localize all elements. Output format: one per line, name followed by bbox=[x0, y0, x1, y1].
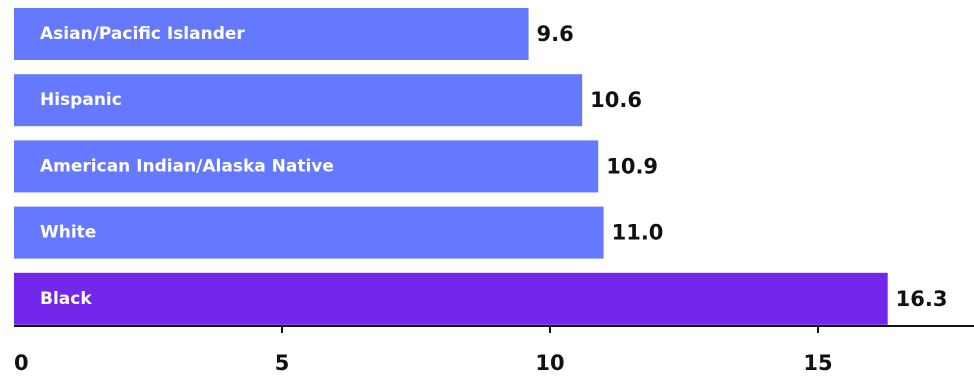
value-label: 9.6 bbox=[537, 22, 574, 46]
bar bbox=[14, 140, 599, 193]
category-label: Hispanic bbox=[40, 90, 122, 110]
category-label: White bbox=[40, 223, 96, 243]
x-axis-ticks: 0 5 10 15 bbox=[14, 326, 833, 375]
value-label: 16.3 bbox=[896, 287, 948, 311]
bar bbox=[14, 272, 888, 325]
category-label: Asian/Pacific Islander bbox=[40, 24, 245, 44]
value-label: 11.0 bbox=[612, 221, 664, 245]
bar bbox=[14, 74, 583, 127]
value-label: 10.9 bbox=[606, 154, 658, 178]
bar bbox=[14, 8, 529, 60]
value-label: 10.6 bbox=[590, 88, 642, 112]
bars-group: Asian/Pacific Islander 9.6 Hispanic 10.6 Ame… bbox=[14, 8, 948, 325]
category-label: Black bbox=[40, 289, 92, 309]
bar bbox=[14, 206, 604, 259]
x-tick-label: 0 bbox=[14, 351, 29, 375]
x-tick-label: 15 bbox=[803, 351, 832, 375]
x-tick-label: 5 bbox=[275, 351, 290, 375]
category-label: American Indian/Alaska Native bbox=[40, 156, 334, 176]
x-tick-label: 10 bbox=[535, 351, 564, 375]
